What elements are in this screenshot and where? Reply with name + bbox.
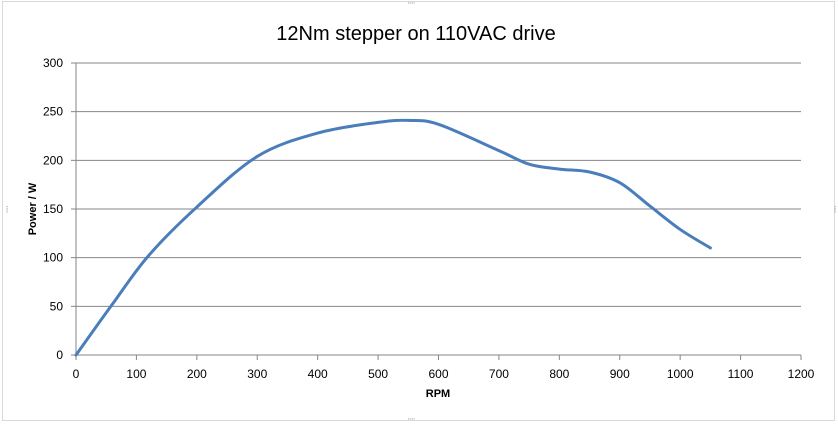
y-tick-label: 150 <box>43 202 63 216</box>
y-tick-label: 50 <box>50 299 64 313</box>
x-tick-label: 600 <box>428 367 448 381</box>
series-line <box>74 118 712 357</box>
left-resize-handle[interactable]: ···· <box>1 205 11 213</box>
x-tick-label: 1200 <box>788 367 815 381</box>
y-tick-label: 200 <box>43 153 63 167</box>
x-tick-label: 300 <box>247 367 267 381</box>
y-tick-label: 300 <box>43 56 63 70</box>
x-tick-label: 900 <box>610 367 630 381</box>
y-tick-label: 100 <box>43 251 63 265</box>
x-tick-label: 500 <box>368 367 388 381</box>
top-resize-handle[interactable]: ···· <box>407 0 416 9</box>
bottom-resize-handle[interactable]: ···· <box>407 415 416 425</box>
y-axis-tick-labels: 0 50 100 150 200 250 300 <box>43 56 63 362</box>
x-tick-label: 0 <box>73 367 80 381</box>
series-group <box>74 118 712 357</box>
y-axis-title: Power / W <box>27 182 39 235</box>
y-tick-label: 250 <box>43 105 63 119</box>
right-resize-handle[interactable]: ···· <box>829 205 838 213</box>
chart-title: 12Nm stepper on 110VAC drive <box>276 23 555 45</box>
x-tick-label: 800 <box>549 367 569 381</box>
y-tick-label: 0 <box>56 348 63 362</box>
x-tick-label: 1000 <box>667 367 694 381</box>
x-tick-label: 1100 <box>728 367 754 381</box>
x-tick-label: 200 <box>187 367 207 381</box>
x-tick-label: 400 <box>308 367 328 381</box>
axes <box>71 62 802 360</box>
x-tick-label: 100 <box>126 367 146 381</box>
x-axis-title: RPM <box>426 388 450 400</box>
x-axis-tick-labels: 0 100 200 300 400 500 600 700 800 900 1000 1100 1200 <box>73 367 815 381</box>
gridlines <box>76 62 801 307</box>
x-tick-label: 700 <box>489 367 509 381</box>
